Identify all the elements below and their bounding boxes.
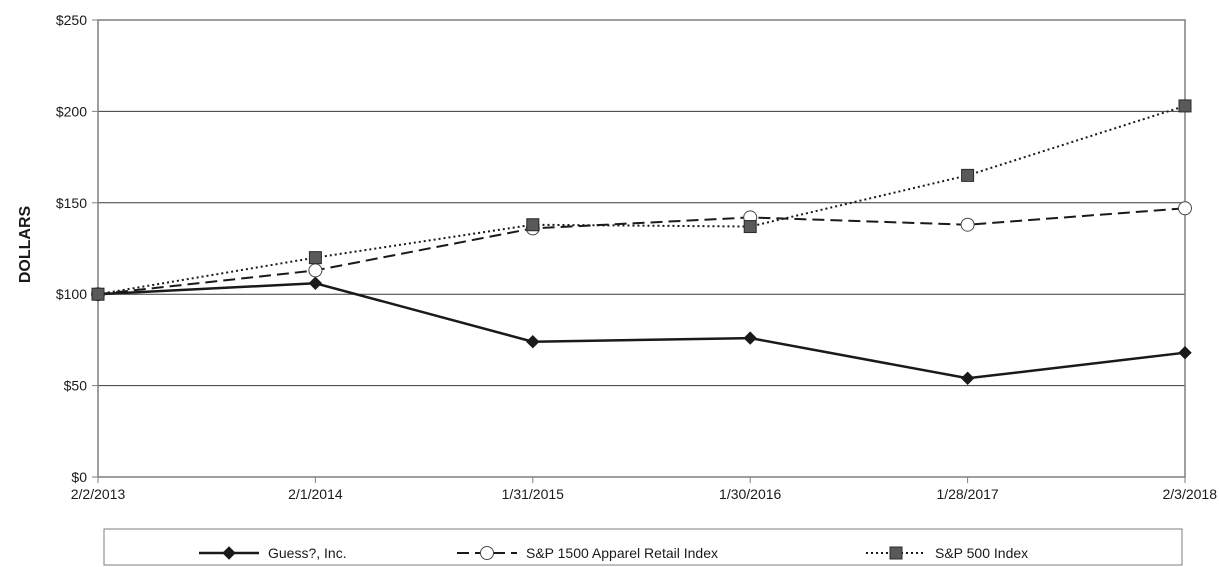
legend: Guess?, Inc. S&P 1500 Apparel Retail Inde… xyxy=(103,528,1183,566)
data-point xyxy=(1178,201,1192,216)
series-1 xyxy=(91,276,1192,385)
y-tick-label: $0 xyxy=(71,469,87,485)
data-point xyxy=(91,287,105,301)
x-tick-label: 2/3/2018 xyxy=(1163,486,1218,502)
legend-swatch-marker xyxy=(222,546,236,560)
data-point xyxy=(526,335,540,349)
y-axis-label: DOLLARS xyxy=(17,206,34,284)
legend-label: Guess?, Inc. xyxy=(268,545,347,561)
data-point xyxy=(961,168,975,182)
grid-layer xyxy=(98,110,1185,387)
x-tick-label: 1/31/2015 xyxy=(502,486,564,502)
x-tick-label: 1/30/2016 xyxy=(719,486,781,502)
series-line xyxy=(97,207,1186,296)
x-axis-ticks: 2/2/2013 2/1/2014 1/31/2015 1/30/2016 1/28/2… xyxy=(71,477,1217,502)
data-point xyxy=(960,217,975,232)
y-tick-label: $200 xyxy=(56,103,87,119)
legend-entry: S&P 1500 Apparel Retail Index xyxy=(457,545,718,561)
data-point xyxy=(308,263,323,278)
data-point xyxy=(308,276,323,290)
legend-label: S&P 500 Index xyxy=(935,545,1028,561)
data-point xyxy=(1178,345,1192,360)
series-line xyxy=(97,104,1186,296)
y-tick-label: $50 xyxy=(64,378,88,394)
series-layer xyxy=(91,99,1192,385)
y-tick-label: $250 xyxy=(56,12,87,28)
series-3 xyxy=(91,99,1192,301)
legend-box xyxy=(103,528,1183,566)
x-tick-label: 2/2/2013 xyxy=(71,486,126,502)
legend-swatch-marker xyxy=(889,546,903,560)
legend-label: S&P 1500 Apparel Retail Index xyxy=(526,545,718,561)
data-point xyxy=(526,218,540,232)
plot-area-frame xyxy=(97,19,1186,478)
x-tick-label: 2/1/2014 xyxy=(288,486,343,502)
legend-entry: Guess?, Inc. xyxy=(199,545,347,561)
data-point xyxy=(308,251,322,265)
series-line xyxy=(97,281,1186,380)
y-axis-ticks: $0 $50 $100 $150 $200 $250 xyxy=(56,12,98,485)
data-point xyxy=(1178,99,1192,113)
legend-swatch-marker xyxy=(480,546,494,560)
legend-entry: S&P 500 Index xyxy=(866,545,1028,561)
x-tick-label: 1/28/2017 xyxy=(936,486,998,502)
y-tick-label: $150 xyxy=(56,195,87,211)
y-tick-label: $100 xyxy=(56,286,87,302)
data-point xyxy=(960,371,975,385)
data-point xyxy=(743,220,757,234)
data-point xyxy=(743,331,757,345)
